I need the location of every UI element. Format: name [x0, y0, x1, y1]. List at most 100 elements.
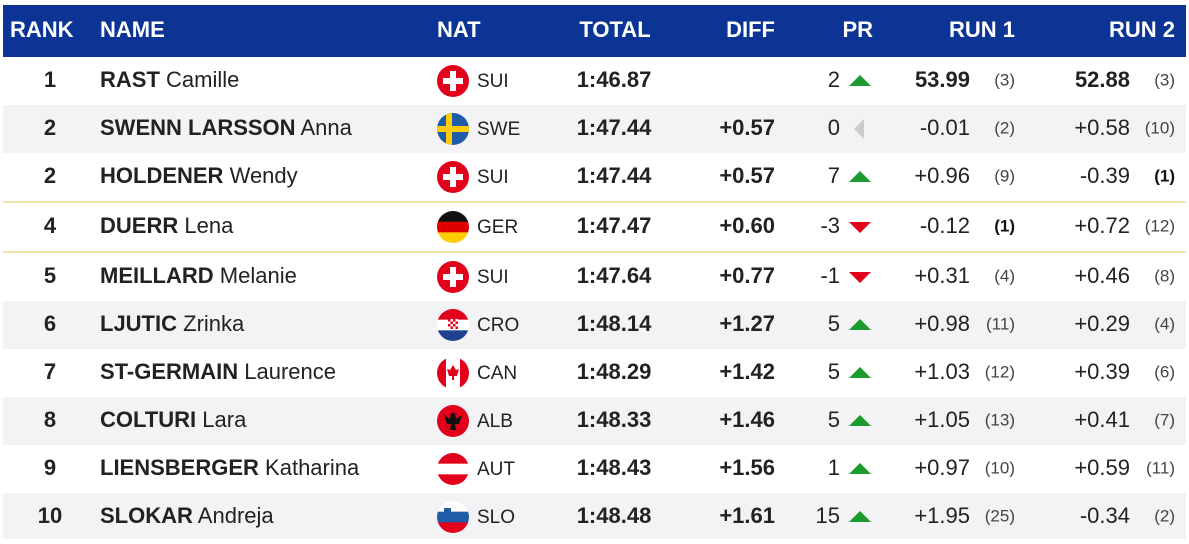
- first-name: Anna: [300, 115, 352, 140]
- run1-time: +0.98: [914, 311, 970, 336]
- run2-time: +0.59: [1074, 455, 1130, 480]
- run1-rank: (9): [994, 166, 1015, 185]
- flag-part: [443, 174, 463, 180]
- surname: SWENN LARSSON: [100, 115, 296, 140]
- flag-part: [448, 319, 451, 322]
- flag-part: [437, 232, 469, 243]
- diff: +1.42: [719, 359, 775, 384]
- run2-rank: (8): [1154, 266, 1175, 285]
- row-background: [3, 493, 1186, 541]
- position-change: 5: [828, 407, 840, 432]
- row-background: [3, 301, 1186, 349]
- run1-rank: (13): [985, 410, 1015, 429]
- total-time: 1:47.47: [577, 213, 652, 238]
- run1-time: +1.03: [914, 359, 970, 384]
- row-background: [3, 397, 1186, 445]
- first-name: Melanie: [220, 263, 297, 288]
- flag-part: [437, 330, 469, 341]
- run2-time: +0.46: [1074, 263, 1130, 288]
- trend-up: [849, 415, 871, 426]
- leaf: [447, 365, 459, 380]
- flag-part: [437, 511, 469, 523]
- run1-time: 53.99: [915, 67, 970, 92]
- nation: AUT: [477, 459, 515, 480]
- diff: +0.60: [719, 213, 775, 238]
- run2-rank: (10): [1145, 118, 1175, 137]
- flag-part: [443, 78, 463, 84]
- flag-part: [448, 324, 451, 327]
- run1-rank: (3): [994, 70, 1015, 89]
- diff: +1.27: [719, 311, 775, 336]
- position-change: 0: [828, 115, 840, 140]
- total-time: 1:48.43: [577, 455, 652, 480]
- athlete-name: ST-GERMAIN Laurence: [100, 359, 336, 384]
- first-name: Camille: [166, 67, 239, 92]
- total-time: 1:47.44: [577, 115, 652, 140]
- diff: +0.57: [719, 115, 775, 140]
- flag: [437, 113, 469, 145]
- nation: SLO: [477, 507, 515, 528]
- run2-rank: (6): [1154, 362, 1175, 381]
- eagle: [444, 413, 462, 430]
- flag-part: [437, 221, 469, 233]
- rank: 1: [44, 67, 56, 92]
- trend-up: [849, 319, 871, 330]
- surname: RAST: [100, 67, 160, 92]
- run1-time: +0.31: [914, 263, 970, 288]
- flag-part: [437, 309, 469, 321]
- run1-time: +1.95: [914, 503, 970, 528]
- column-header: TOTAL: [579, 17, 650, 42]
- nation: SWE: [477, 119, 520, 140]
- run1-time: -0.01: [920, 115, 970, 140]
- column-header: PR: [842, 17, 873, 42]
- diff: +0.77: [719, 263, 775, 288]
- run1-rank: (4): [994, 266, 1015, 285]
- run1-rank: (11): [986, 314, 1015, 333]
- nation: SUI: [477, 71, 509, 92]
- athlete-name: COLTURI Lara: [100, 407, 247, 432]
- first-name: Zrinka: [183, 311, 245, 336]
- run2-time: +0.29: [1074, 311, 1130, 336]
- flag: [437, 65, 469, 97]
- column-header: RUN 1: [949, 17, 1015, 42]
- diff: +0.57: [719, 163, 775, 188]
- diff: +1.46: [719, 407, 775, 432]
- total-time: 1:47.64: [577, 263, 652, 288]
- total-time: 1:48.48: [577, 503, 652, 528]
- position-change: -3: [820, 213, 840, 238]
- run2-time: +0.58: [1074, 115, 1130, 140]
- diff: +1.56: [719, 455, 775, 480]
- flag: [437, 405, 469, 437]
- nation: GER: [477, 217, 518, 238]
- flag-part: [455, 326, 458, 329]
- surname: DUERR: [100, 213, 178, 238]
- run1-rank: (10): [985, 458, 1015, 477]
- column-header: NAT: [437, 17, 481, 42]
- surname: HOLDENER: [100, 163, 224, 188]
- position-change: -1: [820, 263, 840, 288]
- total-time: 1:46.87: [577, 67, 652, 92]
- athlete-name: HOLDENER Wendy: [100, 163, 298, 188]
- run1-time: +0.96: [914, 163, 970, 188]
- flag: [437, 261, 469, 293]
- run2-rank: (3): [1154, 70, 1175, 89]
- first-name: Andreja: [198, 503, 275, 528]
- flag-part: [444, 508, 451, 516]
- trend-up: [849, 463, 871, 474]
- nation: ALB: [477, 411, 513, 432]
- flag-part: [437, 501, 469, 513]
- rank: 2: [44, 115, 56, 140]
- run2-rank: (2): [1154, 506, 1175, 525]
- flag: [437, 309, 469, 341]
- header-bar: [3, 5, 1186, 57]
- athlete-name: MEILLARD Melanie: [100, 263, 297, 288]
- run2-rank: (11): [1146, 458, 1175, 477]
- flag: [437, 211, 469, 243]
- run2-time: +0.41: [1074, 407, 1130, 432]
- rank: 9: [44, 455, 56, 480]
- run2-rank: (7): [1154, 410, 1175, 429]
- run1-rank: (25): [985, 506, 1015, 525]
- run1-time: +1.05: [914, 407, 970, 432]
- first-name: Lena: [184, 213, 234, 238]
